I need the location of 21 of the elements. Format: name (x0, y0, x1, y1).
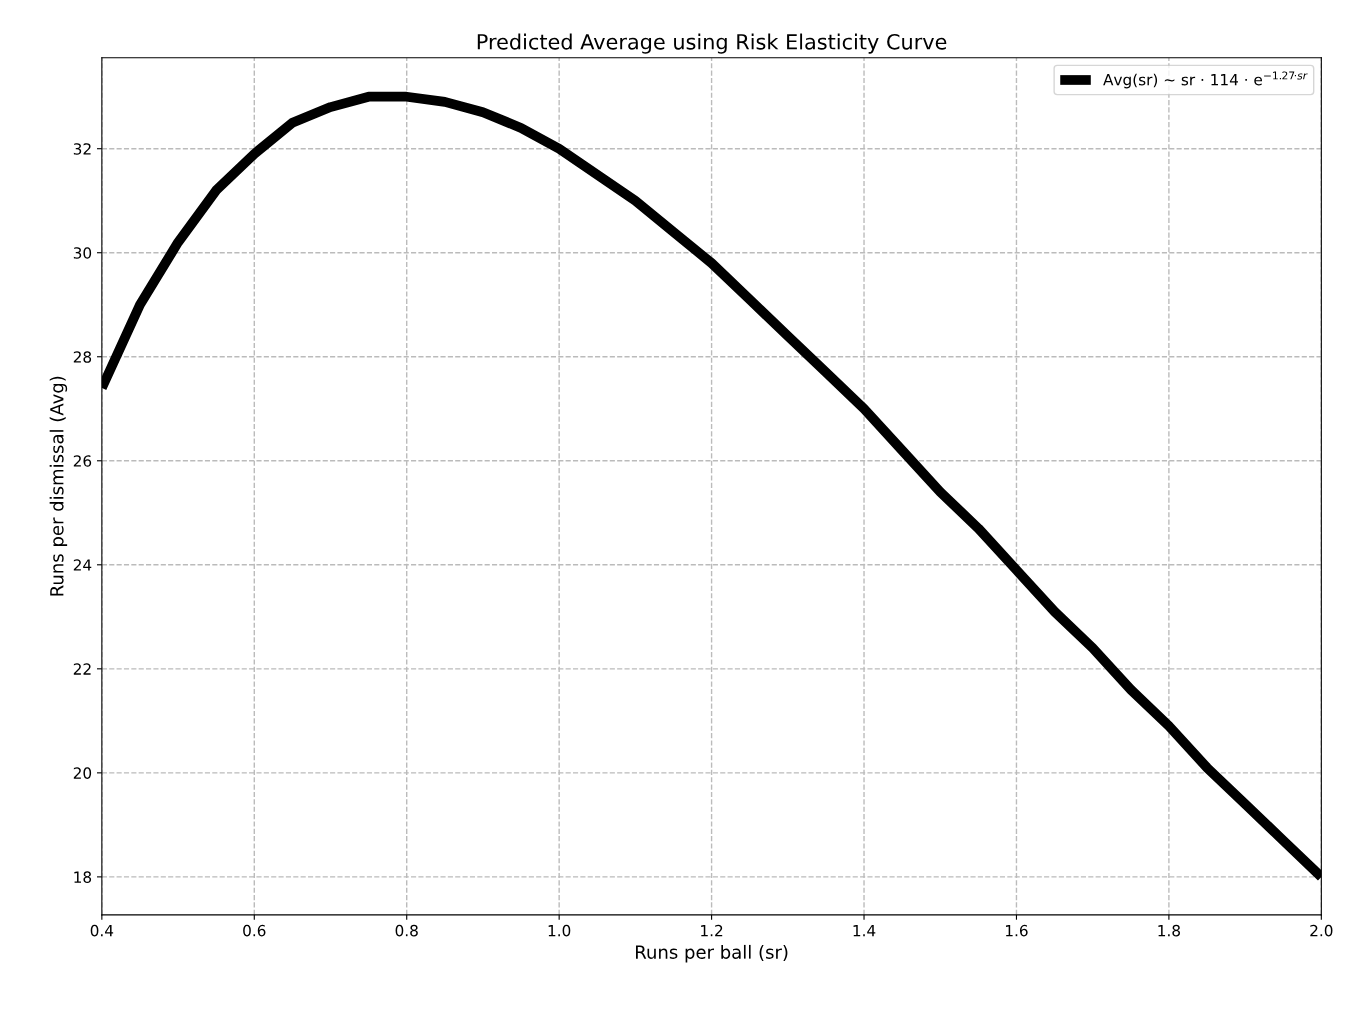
y-tick-label: 18 (74, 871, 92, 883)
x-axis-title: Runs per ball (sr) (636, 944, 788, 963)
x-tick-label: 1.8 (1158, 924, 1180, 937)
y-tick-label: 20 (73, 767, 92, 779)
y-tick-label: 32 (73, 143, 91, 155)
legend-label: Avg(sr) ~ sr · 114 · e$^{−1.27·sr}$ (1103, 71, 1308, 89)
y-axis-title: Runs per dismissal (Avg) (49, 376, 68, 596)
x-tick-label: 0.6 (243, 924, 266, 937)
chart-title: Predicted Average using Risk Elasticity Curve (477, 33, 947, 54)
x-tick-label: 1.2 (701, 924, 723, 937)
x-tick-label: 2.0 (1310, 924, 1333, 937)
x-tick-label: 0.4 (90, 924, 114, 937)
y-tick-label: 24 (73, 559, 92, 571)
y-tick-label: 30 (73, 247, 92, 259)
x-tick-label: 0.8 (395, 924, 418, 937)
x-tick-label: 1.6 (1005, 924, 1028, 937)
y-tick-label: 28 (73, 351, 92, 363)
y-tick-label: 22 (73, 663, 91, 675)
y-tick-label: 26 (73, 455, 92, 467)
x-tick-label: 1.0 (548, 924, 571, 937)
x-tick-label: 1.4 (853, 925, 876, 937)
